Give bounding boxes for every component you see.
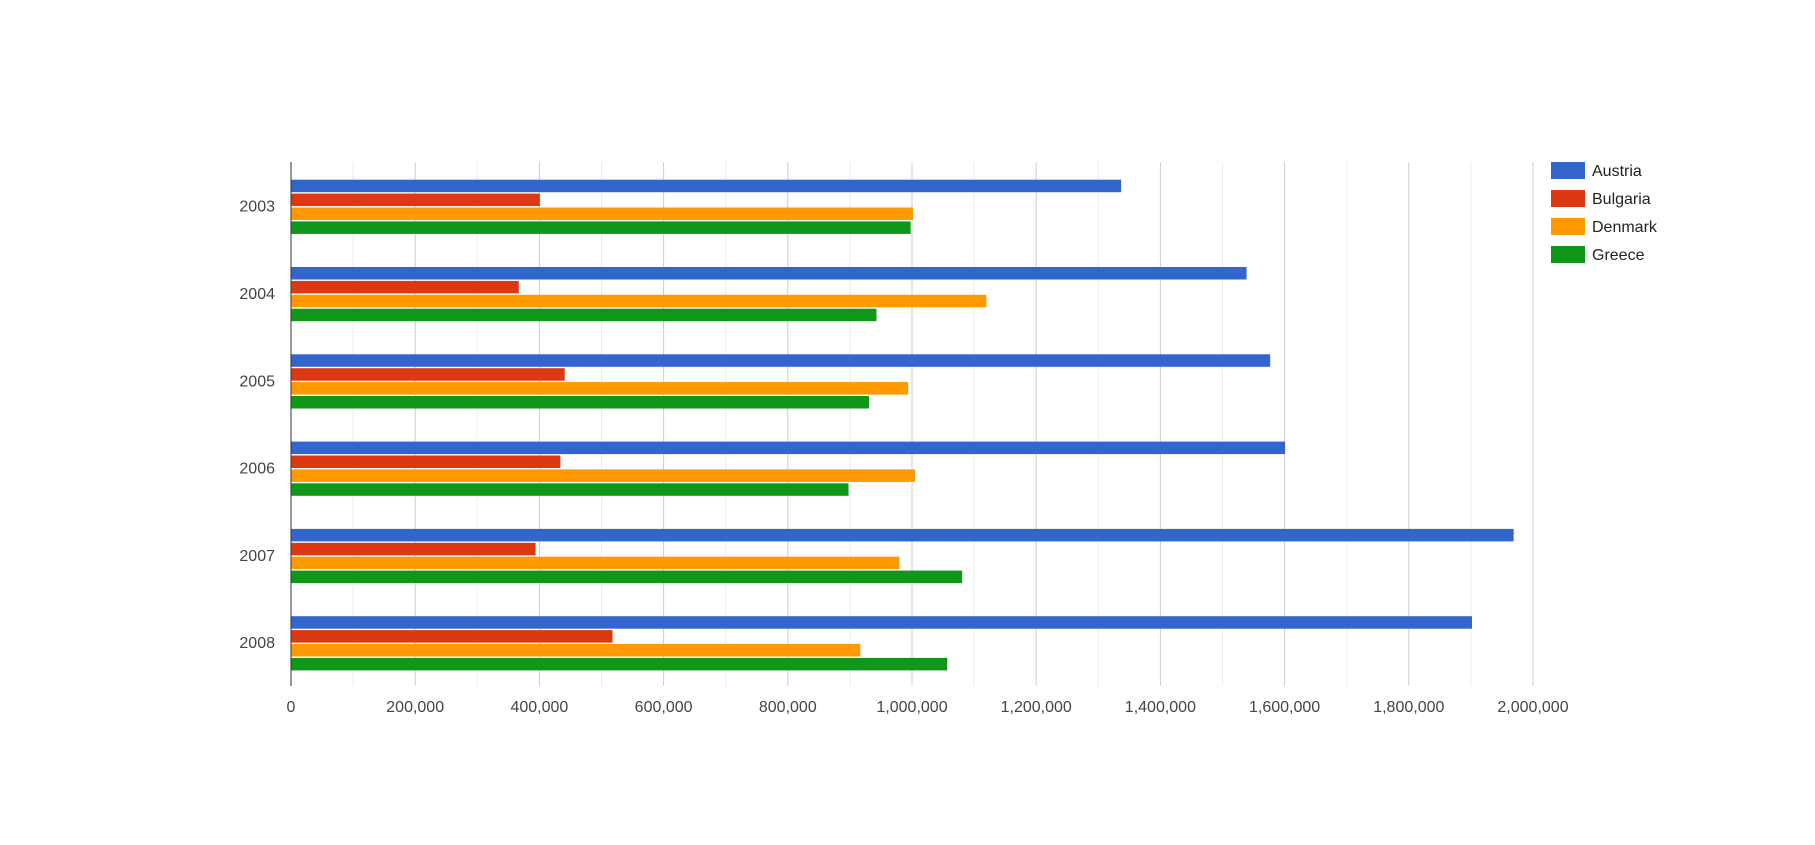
bar-denmark-2003 [291, 207, 914, 220]
y-tick-label: 2007 [239, 548, 275, 565]
bar-greece-2003 [291, 221, 911, 234]
bar-denmark-2008 [291, 644, 861, 657]
bar-bulgaria-2008 [291, 630, 613, 643]
bar-austria-2003 [291, 179, 1122, 193]
legend-swatch-denmark [1551, 218, 1585, 235]
bar-denmark-2007 [291, 556, 900, 570]
bar-greece-2008 [291, 657, 948, 671]
x-tick-label: 200,000 [386, 699, 444, 716]
x-tick-label: 1,200,000 [1001, 699, 1072, 716]
bar-bulgaria-2006 [291, 455, 561, 468]
bar-greece-2007 [291, 570, 963, 584]
legend-swatch-bulgaria [1551, 190, 1585, 207]
legend-label-greece: Greece [1592, 247, 1645, 264]
bar-greece-2004 [291, 308, 877, 322]
bar-bulgaria-2004 [291, 280, 519, 294]
x-tick-label: 1,800,000 [1373, 699, 1444, 716]
y-tick-label: 2005 [239, 373, 275, 390]
bar-denmark-2006 [291, 469, 915, 482]
y-tick-label: 2006 [239, 461, 275, 478]
x-tick-label: 2,000,000 [1497, 699, 1568, 716]
bar-bulgaria-2003 [291, 193, 540, 207]
x-tick-label: 1,400,000 [1125, 699, 1196, 716]
x-tick-label: 600,000 [635, 699, 693, 716]
bar-bulgaria-2007 [291, 542, 536, 556]
bar-denmark-2004 [291, 294, 987, 308]
legend-swatch-austria [1551, 162, 1585, 179]
bar-denmark-2005 [291, 382, 909, 395]
bar-austria-2007 [291, 528, 1514, 542]
bar-austria-2006 [291, 441, 1286, 455]
bar-greece-2006 [291, 483, 849, 496]
bar-austria-2008 [291, 616, 1473, 629]
y-tick-label: 2004 [239, 286, 275, 303]
x-tick-label: 1,600,000 [1249, 699, 1320, 716]
y-axis-labels: 2003 2004 2005 2006 2007 2008 [239, 199, 275, 653]
legend-label-bulgaria: Bulgaria [1592, 191, 1651, 208]
bar-austria-2005 [291, 354, 1271, 367]
gridlines [352, 162, 1534, 686]
bar-greece-2005 [291, 396, 870, 409]
legend-swatch-greece [1551, 246, 1585, 263]
x-tick-label: 1,000,000 [876, 699, 947, 716]
x-axis-labels: 0 200,000 400,000 600,000 800,000 1,000,000 1,… [287, 699, 1569, 716]
legend: Austria Bulgaria Denmark Greece [1551, 162, 1658, 264]
x-tick-label: 800,000 [759, 699, 817, 716]
x-tick-label: 400,000 [510, 699, 568, 716]
legend-label-denmark: Denmark [1592, 219, 1658, 236]
y-tick-label: 2003 [239, 199, 275, 216]
bars [291, 179, 1514, 671]
bar-bulgaria-2005 [291, 368, 565, 381]
y-tick-label: 2008 [239, 635, 275, 652]
legend-label-austria: Austria [1592, 163, 1642, 180]
x-tick-label: 0 [287, 699, 296, 716]
bar-austria-2004 [291, 267, 1247, 280]
